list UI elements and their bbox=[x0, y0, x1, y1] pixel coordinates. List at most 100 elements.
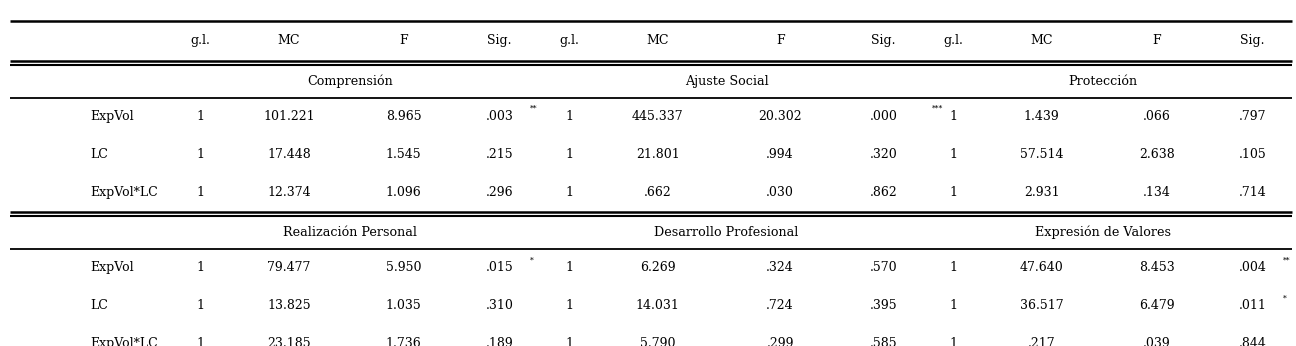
Text: 1: 1 bbox=[950, 299, 958, 312]
Text: Sig.: Sig. bbox=[1240, 34, 1265, 47]
Text: 2.638: 2.638 bbox=[1139, 148, 1174, 161]
Text: .134: .134 bbox=[1143, 186, 1170, 199]
Text: .296: .296 bbox=[486, 186, 513, 199]
Text: .862: .862 bbox=[870, 186, 898, 199]
Text: ExpVol*LC: ExpVol*LC bbox=[91, 186, 158, 199]
Text: **: ** bbox=[1283, 256, 1291, 264]
Text: 13.825: 13.825 bbox=[267, 299, 311, 312]
Text: .011: .011 bbox=[1239, 299, 1266, 312]
Text: Realización Personal: Realización Personal bbox=[283, 226, 417, 239]
Text: .000: .000 bbox=[870, 110, 898, 123]
Text: **: ** bbox=[530, 105, 538, 113]
Text: .030: .030 bbox=[766, 186, 794, 199]
Text: 1: 1 bbox=[950, 186, 958, 199]
Text: 6.479: 6.479 bbox=[1139, 299, 1174, 312]
Text: MC: MC bbox=[647, 34, 669, 47]
Text: 1: 1 bbox=[950, 261, 958, 274]
Text: F: F bbox=[776, 34, 784, 47]
Text: 1: 1 bbox=[197, 337, 205, 346]
Text: Sig.: Sig. bbox=[487, 34, 512, 47]
Text: .724: .724 bbox=[766, 299, 794, 312]
Text: ExpVol: ExpVol bbox=[91, 110, 133, 123]
Text: .844: .844 bbox=[1239, 337, 1266, 346]
Text: 1: 1 bbox=[197, 261, 205, 274]
Text: Expresión de Valores: Expresión de Valores bbox=[1036, 226, 1172, 239]
Text: .189: .189 bbox=[486, 337, 513, 346]
Text: .994: .994 bbox=[766, 148, 794, 161]
Text: ExpVol*LC: ExpVol*LC bbox=[91, 337, 158, 346]
Text: MC: MC bbox=[1030, 34, 1054, 47]
Text: 21.801: 21.801 bbox=[636, 148, 679, 161]
Text: g.l.: g.l. bbox=[560, 34, 579, 47]
Text: .039: .039 bbox=[1143, 337, 1170, 346]
Text: MC: MC bbox=[277, 34, 301, 47]
Text: 1: 1 bbox=[565, 337, 573, 346]
Text: 1.545: 1.545 bbox=[386, 148, 421, 161]
Text: Sig.: Sig. bbox=[871, 34, 896, 47]
Text: *: * bbox=[530, 256, 534, 264]
Text: Protección: Protección bbox=[1068, 75, 1138, 88]
Text: 1: 1 bbox=[950, 337, 958, 346]
Text: 1.736: 1.736 bbox=[386, 337, 421, 346]
Text: 1.035: 1.035 bbox=[386, 299, 421, 312]
Text: .324: .324 bbox=[766, 261, 794, 274]
Text: 1: 1 bbox=[565, 261, 573, 274]
Text: .217: .217 bbox=[1028, 337, 1056, 346]
Text: 1: 1 bbox=[565, 299, 573, 312]
Text: 1: 1 bbox=[565, 186, 573, 199]
Text: LC: LC bbox=[91, 299, 109, 312]
Text: .662: .662 bbox=[644, 186, 671, 199]
Text: 20.302: 20.302 bbox=[758, 110, 802, 123]
Text: .299: .299 bbox=[766, 337, 794, 346]
Text: .015: .015 bbox=[486, 261, 513, 274]
Text: F: F bbox=[399, 34, 408, 47]
Text: 2.931: 2.931 bbox=[1024, 186, 1060, 199]
Text: Ajuste Social: Ajuste Social bbox=[684, 75, 769, 88]
Text: Desarrollo Profesional: Desarrollo Profesional bbox=[654, 226, 798, 239]
Text: .003: .003 bbox=[486, 110, 513, 123]
Text: *: * bbox=[1283, 294, 1287, 302]
Text: 1: 1 bbox=[565, 148, 573, 161]
Text: g.l.: g.l. bbox=[191, 34, 210, 47]
Text: 101.221: 101.221 bbox=[263, 110, 315, 123]
Text: 57.514: 57.514 bbox=[1020, 148, 1064, 161]
Text: ***: *** bbox=[932, 105, 943, 113]
Text: 5.950: 5.950 bbox=[386, 261, 421, 274]
Text: 1: 1 bbox=[565, 110, 573, 123]
Text: 1: 1 bbox=[950, 110, 958, 123]
Text: .215: .215 bbox=[486, 148, 513, 161]
Text: g.l.: g.l. bbox=[943, 34, 963, 47]
Text: 1: 1 bbox=[950, 148, 958, 161]
Text: 14.031: 14.031 bbox=[636, 299, 680, 312]
Text: 1.096: 1.096 bbox=[386, 186, 421, 199]
Text: Comprensión: Comprensión bbox=[307, 74, 393, 88]
Text: 1.439: 1.439 bbox=[1024, 110, 1060, 123]
Text: 1: 1 bbox=[197, 110, 205, 123]
Text: .320: .320 bbox=[870, 148, 898, 161]
Text: .105: .105 bbox=[1239, 148, 1266, 161]
Text: 1: 1 bbox=[197, 186, 205, 199]
Text: .797: .797 bbox=[1239, 110, 1266, 123]
Text: F: F bbox=[1152, 34, 1161, 47]
Text: 5.790: 5.790 bbox=[640, 337, 675, 346]
Text: 23.185: 23.185 bbox=[267, 337, 311, 346]
Text: 8.453: 8.453 bbox=[1139, 261, 1174, 274]
Text: .310: .310 bbox=[486, 299, 513, 312]
Text: 6.269: 6.269 bbox=[640, 261, 675, 274]
Text: .004: .004 bbox=[1239, 261, 1266, 274]
Text: .066: .066 bbox=[1143, 110, 1170, 123]
Text: ExpVol: ExpVol bbox=[91, 261, 133, 274]
Text: 12.374: 12.374 bbox=[267, 186, 311, 199]
Text: 1: 1 bbox=[197, 299, 205, 312]
Text: LC: LC bbox=[91, 148, 109, 161]
Text: 8.965: 8.965 bbox=[386, 110, 421, 123]
Text: 79.477: 79.477 bbox=[267, 261, 311, 274]
Text: .714: .714 bbox=[1239, 186, 1266, 199]
Text: .585: .585 bbox=[870, 337, 898, 346]
Text: 17.448: 17.448 bbox=[267, 148, 311, 161]
Text: 445.337: 445.337 bbox=[632, 110, 684, 123]
Text: 1: 1 bbox=[197, 148, 205, 161]
Text: .570: .570 bbox=[870, 261, 898, 274]
Text: .395: .395 bbox=[870, 299, 898, 312]
Text: 36.517: 36.517 bbox=[1020, 299, 1064, 312]
